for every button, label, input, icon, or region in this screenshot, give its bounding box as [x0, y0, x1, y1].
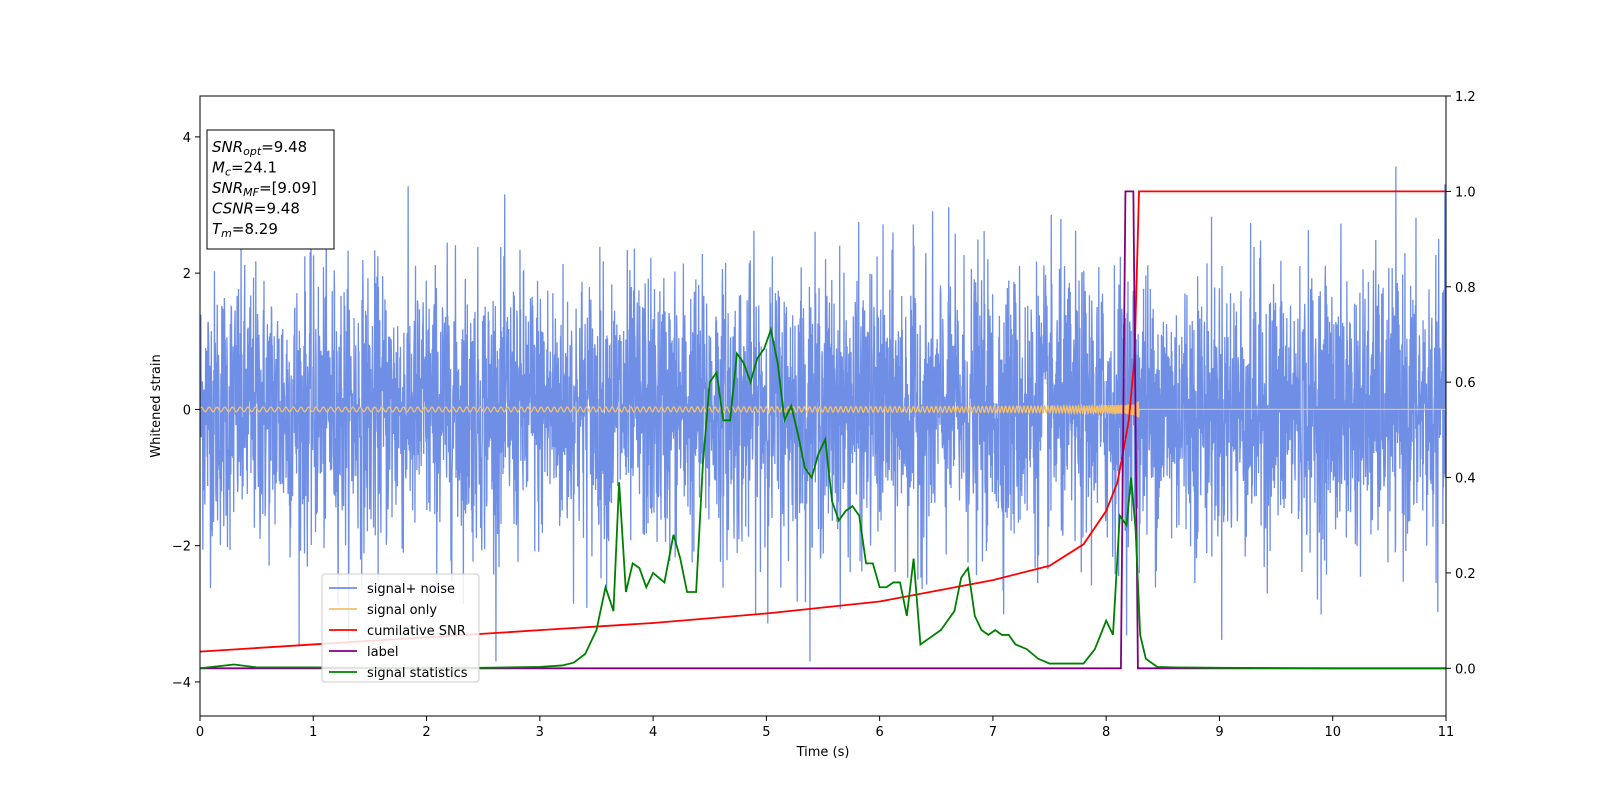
annotation-base: M	[212, 159, 225, 177]
x-tick-label: 5	[762, 725, 770, 740]
annotation-value: =8.29	[232, 220, 278, 238]
x-tick-label: 8	[1102, 725, 1110, 740]
annotation-line: Mc=24.1	[212, 159, 277, 179]
x-tick-label: 6	[875, 725, 883, 740]
x-tick-label: 2	[422, 725, 430, 740]
legend-label: signal statistics	[367, 666, 468, 681]
y-left-tick-label: 4	[183, 131, 191, 146]
y-left-tick-label: 0	[183, 403, 191, 418]
legend-label: cumilative SNR	[367, 624, 466, 639]
x-axis-label: Time (s)	[796, 745, 850, 760]
chart: 0 1 2 3 4 5 6 7 8 9 10 11 −4 −2 0 2 4 0.0 0.2 0.4 0.6 0.8 1.…	[0, 0, 1600, 800]
annotation-line: SNRMF=[9.09]	[212, 179, 317, 199]
annotation-sub: MF	[243, 186, 259, 199]
annotation-value: =9.48	[261, 138, 307, 156]
annotation-sub: m	[221, 227, 232, 240]
x-tick-label: 10	[1324, 725, 1341, 740]
y-right-tick-label: 1.0	[1455, 185, 1476, 200]
y-left-tick-label: 2	[183, 267, 191, 282]
annotation-sub: opt	[243, 145, 262, 158]
annotation-value: =[9.09]	[259, 179, 317, 197]
y-right-tick-label: 0.6	[1455, 376, 1476, 391]
y-right-tick-label: 0.2	[1455, 567, 1476, 582]
x-tick-label: 4	[649, 725, 657, 740]
x-tick-label: 11	[1438, 725, 1455, 740]
annotation-value: =24.1	[231, 159, 277, 177]
legend-label: signal+ noise	[367, 582, 455, 597]
annotation-value: =9.48	[254, 200, 300, 218]
y-left-tick-label: −2	[172, 540, 191, 555]
annotation-base: CSNR	[212, 200, 254, 218]
x-tick-label: 7	[989, 725, 997, 740]
x-tick-label: 1	[309, 725, 317, 740]
y-right-tick-label: 0.4	[1455, 472, 1476, 487]
annotation-base: SNR	[212, 138, 243, 156]
y-right-tick-label: 0.8	[1455, 281, 1476, 296]
annotation-base: SNR	[212, 179, 243, 197]
x-tick-label: 0	[196, 725, 204, 740]
y-right-tick-label: 0.0	[1455, 662, 1476, 677]
annotation-line: CSNR=9.48	[212, 200, 300, 218]
y-axis-label: Whitened strain	[149, 354, 164, 457]
annotation-box: SNRopt=9.48Mc=24.1SNRMF=[9.09]CSNR=9.48T…	[207, 130, 334, 249]
legend-label: signal only	[367, 603, 437, 618]
legend-label: label	[367, 645, 398, 660]
x-tick-label: 3	[536, 725, 544, 740]
y-right-tick-label: 1.2	[1455, 90, 1476, 105]
y-left-tick-label: −4	[172, 676, 191, 691]
x-tick-label: 9	[1215, 725, 1223, 740]
legend: signal+ noise signal only cumilative SNR la…	[322, 574, 479, 682]
